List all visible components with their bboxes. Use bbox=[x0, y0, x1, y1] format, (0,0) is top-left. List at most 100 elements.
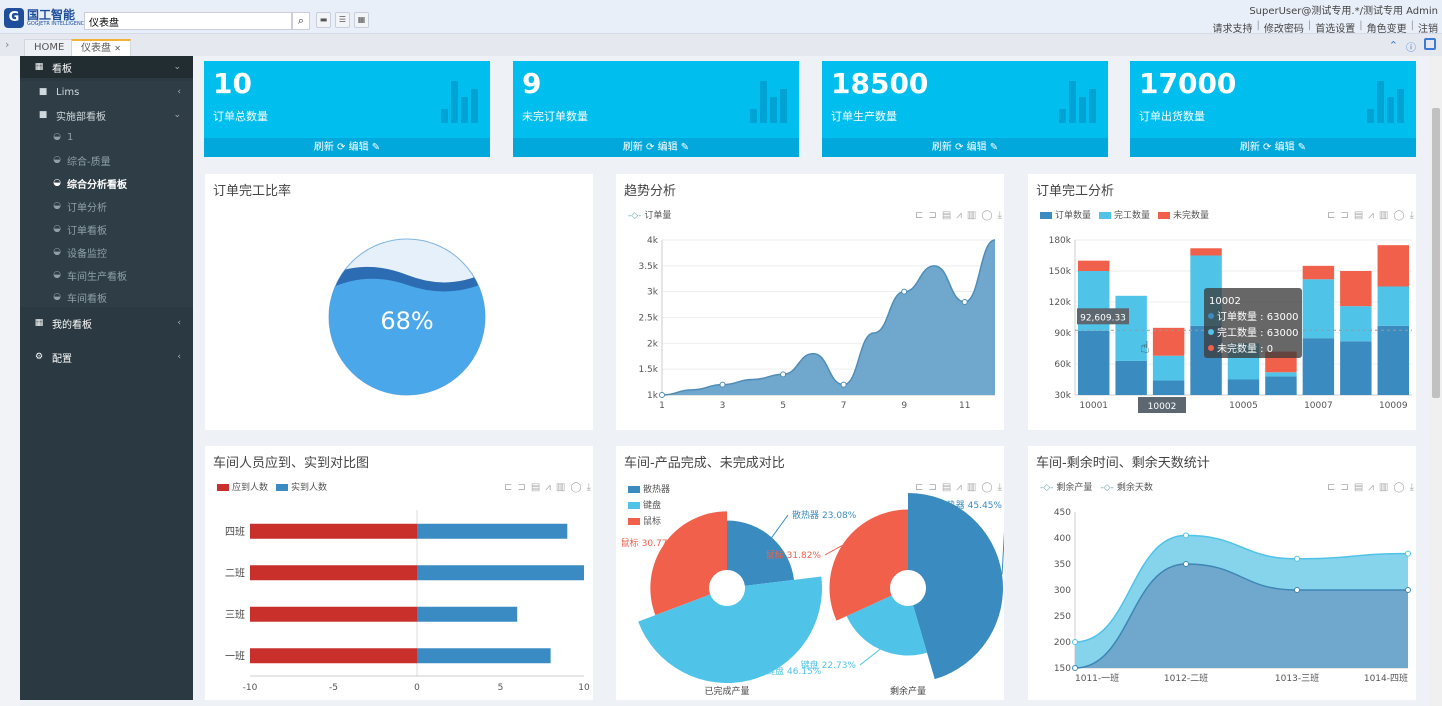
restore-icon[interactable]: ◯ bbox=[1393, 482, 1405, 493]
legend-item[interactable]: 键盘 bbox=[628, 498, 661, 511]
refresh-icon[interactable]: ⟳ bbox=[333, 142, 349, 153]
bar-switch-icon[interactable]: ▥ bbox=[555, 482, 566, 493]
chart-title: 车间-剩余时间、剩余天数统计 bbox=[1036, 456, 1210, 471]
restore-icon[interactable]: ◯ bbox=[1393, 210, 1405, 221]
line-switch-icon[interactable]: ⩘ bbox=[956, 210, 962, 221]
chevron-down-icon[interactable]: ⌄ bbox=[173, 62, 181, 72]
link-support[interactable]: 请求支持 bbox=[1212, 24, 1253, 35]
restore-icon[interactable]: ◯ bbox=[981, 482, 993, 493]
legend-item[interactable]: -◇- 订单量 bbox=[628, 208, 671, 221]
legend-item[interactable]: 鼠标 bbox=[628, 514, 661, 527]
legend-item[interactable]: -◇- 剩余天数 bbox=[1100, 480, 1152, 493]
kpi-card: 18500 订单生产数量 刷新 ⟳ 编辑 ✎ bbox=[822, 61, 1108, 157]
close-icon[interactable]: ✕ bbox=[114, 44, 121, 53]
download-icon[interactable]: ⤓ bbox=[1409, 482, 1414, 493]
sidebar-item[interactable]: ⚙ 配置 ‹ bbox=[20, 346, 193, 368]
refresh-icon[interactable]: ⟳ bbox=[951, 142, 967, 153]
refresh-button[interactable]: 刷新 bbox=[1239, 142, 1260, 153]
zoom-icon[interactable]: ⊏ bbox=[915, 210, 924, 221]
legend-item[interactable]: 实到人数 bbox=[276, 480, 327, 493]
edit-button[interactable]: 编辑 bbox=[1274, 142, 1295, 153]
tab-dashboard[interactable]: 仪表盘 ✕ bbox=[71, 39, 131, 56]
sidebar-item[interactable]: ◒ 车间生产看板 bbox=[20, 264, 193, 286]
line-switch-icon[interactable]: ⩘ bbox=[956, 482, 962, 493]
chevron-up-double-icon[interactable]: ⌃ bbox=[1388, 39, 1398, 52]
zoom-reset-icon[interactable]: ⊐ bbox=[517, 482, 526, 493]
sidebar-item[interactable]: ◒ 订单看板 bbox=[20, 218, 193, 240]
zoom-icon[interactable]: ⊏ bbox=[915, 482, 924, 493]
chevron-left-icon[interactable]: ‹ bbox=[177, 352, 181, 362]
sidebar-item[interactable]: ◒ 设备监控 bbox=[20, 241, 193, 263]
legend-item[interactable]: 散热器 bbox=[628, 482, 670, 495]
restore-icon[interactable]: ◯ bbox=[981, 210, 993, 221]
data-view-icon[interactable]: ▤ bbox=[941, 482, 952, 493]
sidebar-item[interactable]: ▦ 我的看板 ‹ bbox=[20, 312, 193, 334]
zoom-reset-icon[interactable]: ⊐ bbox=[1340, 482, 1349, 493]
download-icon[interactable]: ⤓ bbox=[997, 210, 1002, 221]
list-view-button[interactable]: ☰ bbox=[335, 12, 350, 28]
tab-home[interactable]: HOME bbox=[24, 39, 75, 56]
download-icon[interactable]: ⤓ bbox=[997, 482, 1002, 493]
chevron-left-icon[interactable]: ‹ bbox=[177, 318, 181, 328]
restore-icon[interactable]: ◯ bbox=[570, 482, 582, 493]
refresh-button[interactable]: 刷新 bbox=[313, 142, 334, 153]
search-icon[interactable]: ⌕ bbox=[292, 12, 310, 30]
refresh-icon[interactable]: ⟳ bbox=[1259, 142, 1275, 153]
legend-item[interactable]: 应到人数 bbox=[217, 480, 268, 493]
sidebar-item[interactable]: ▦ 看板 ⌄ bbox=[20, 56, 193, 78]
edit-button[interactable]: 编辑 bbox=[966, 142, 987, 153]
download-icon[interactable]: ⤓ bbox=[1409, 210, 1414, 221]
link-logout[interactable]: 注销 bbox=[1418, 24, 1438, 35]
legend-item[interactable]: 订单数量 bbox=[1040, 208, 1091, 221]
refresh-icon[interactable]: ⟳ bbox=[642, 142, 658, 153]
collapse-button[interactable]: ▬ bbox=[316, 12, 331, 28]
legend-item[interactable]: -◇- 剩余产量 bbox=[1040, 480, 1092, 493]
zoom-reset-icon[interactable]: ⊐ bbox=[928, 482, 937, 493]
link-change-password[interactable]: 修改密码 bbox=[1263, 24, 1304, 35]
bar-switch-icon[interactable]: ▥ bbox=[966, 482, 977, 493]
data-view-icon[interactable]: ▤ bbox=[1353, 482, 1364, 493]
search-input[interactable] bbox=[84, 12, 292, 30]
data-view-icon[interactable]: ▤ bbox=[530, 482, 541, 493]
sidebar-item[interactable]: ■ 实施部看板 ⌄ bbox=[20, 104, 193, 126]
legend-item[interactable]: 完工数量 bbox=[1099, 208, 1150, 221]
chevron-down-icon[interactable]: ⌄ bbox=[173, 110, 181, 120]
link-preferences[interactable]: 首选设置 bbox=[1315, 24, 1356, 35]
help-icon[interactable]: ⓘ bbox=[1406, 43, 1416, 54]
data-view-icon[interactable]: ▤ bbox=[941, 210, 952, 221]
wrench-icon[interactable]: ✎ bbox=[368, 142, 381, 153]
sidebar-item[interactable]: ◒ 订单分析 bbox=[20, 195, 193, 217]
sidebar-item[interactable]: ◒ 车间看板 bbox=[20, 286, 193, 308]
link-switch-role[interactable]: 角色变更 bbox=[1366, 24, 1407, 35]
sidebar-item[interactable]: ■ Lims ‹ bbox=[20, 81, 193, 103]
chevron-left-icon[interactable]: ‹ bbox=[177, 87, 181, 97]
legend-item[interactable]: 未完数量 bbox=[1158, 208, 1209, 221]
zoom-icon[interactable]: ⊏ bbox=[1327, 482, 1336, 493]
data-view-icon[interactable]: ▤ bbox=[1353, 210, 1364, 221]
bar-switch-icon[interactable]: ▥ bbox=[1378, 210, 1389, 221]
edit-button[interactable]: 编辑 bbox=[348, 142, 369, 153]
sidebar-item[interactable]: ◒ 综合-质量 bbox=[20, 149, 193, 171]
bar-switch-icon[interactable]: ▥ bbox=[1378, 482, 1389, 493]
expand-sidebar-icon[interactable]: › bbox=[5, 38, 10, 51]
zoom-icon[interactable]: ⊏ bbox=[504, 482, 513, 493]
line-switch-icon[interactable]: ⩘ bbox=[1368, 482, 1374, 493]
line-switch-icon[interactable]: ⩘ bbox=[1368, 210, 1374, 221]
sidebar-item[interactable]: ◒ 1 bbox=[20, 126, 193, 148]
bar-switch-icon[interactable]: ▥ bbox=[966, 210, 977, 221]
refresh-button[interactable]: 刷新 bbox=[931, 142, 952, 153]
zoom-reset-icon[interactable]: ⊐ bbox=[1340, 210, 1349, 221]
line-switch-icon[interactable]: ⩘ bbox=[545, 482, 551, 493]
zoom-icon[interactable]: ⊏ bbox=[1327, 210, 1336, 221]
wrench-icon[interactable]: ✎ bbox=[986, 142, 999, 153]
refresh-button[interactable]: 刷新 bbox=[622, 142, 643, 153]
wrench-icon[interactable]: ✎ bbox=[677, 142, 690, 153]
calendar-icon[interactable] bbox=[1424, 38, 1436, 50]
scrollbar-thumb[interactable] bbox=[1432, 108, 1440, 398]
edit-button[interactable]: 编辑 bbox=[657, 142, 678, 153]
wrench-icon[interactable]: ✎ bbox=[1294, 142, 1307, 153]
download-icon[interactable]: ⤓ bbox=[586, 482, 591, 493]
grid-view-button[interactable]: ▦ bbox=[354, 12, 369, 28]
sidebar-item[interactable]: ◒ 综合分析看板 bbox=[20, 172, 193, 194]
zoom-reset-icon[interactable]: ⊐ bbox=[928, 210, 937, 221]
